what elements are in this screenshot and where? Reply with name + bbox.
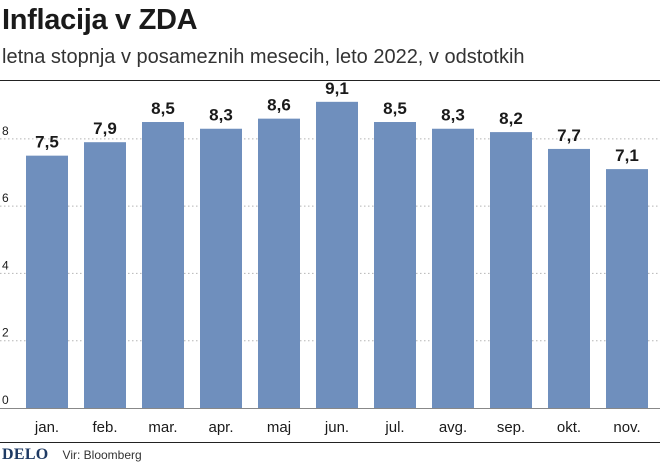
x-tick-label: sep.	[497, 419, 525, 436]
delo-logo: DELO	[2, 446, 49, 463]
footer-divider	[0, 442, 660, 443]
x-tick-label: nov.	[613, 419, 640, 436]
bar-value-label: 8,5	[151, 99, 175, 118]
bar	[490, 132, 532, 408]
bar	[258, 118, 300, 408]
bar	[606, 169, 648, 408]
bar	[548, 148, 590, 409]
y-tick-label: 8	[2, 124, 9, 138]
x-tick-label: maj	[267, 419, 291, 436]
x-tick-label: apr.	[208, 419, 233, 436]
bar-value-label: 7,9	[93, 119, 117, 138]
bar-value-label: 8,6	[267, 96, 291, 115]
bar	[84, 142, 126, 408]
x-tick-label: feb.	[92, 419, 117, 436]
bar-value-label: 7,7	[557, 126, 581, 145]
x-tick-label: avg.	[439, 419, 467, 436]
x-tick-label: okt.	[557, 419, 581, 436]
chart-subtitle: letna stopnja v posameznih mesecih, leto…	[2, 46, 525, 68]
bar-value-label: 9,1	[325, 79, 349, 98]
y-tick-label: 0	[2, 393, 9, 407]
bar-value-label: 8,2	[499, 109, 523, 128]
y-tick-label: 6	[2, 191, 9, 205]
bar-value-label: 8,5	[383, 99, 407, 118]
bar-value-label: 8,3	[441, 106, 465, 125]
x-tick-label: jan.	[34, 419, 59, 436]
bar	[374, 122, 416, 409]
bar-value-label: 8,3	[209, 106, 233, 125]
y-tick-label: 2	[2, 326, 9, 340]
bar-value-label: 7,5	[35, 133, 59, 152]
bar-value-label: 7,1	[615, 146, 639, 165]
footer: DELO Vir: Bloomberg	[2, 444, 142, 466]
bar	[432, 128, 474, 409]
bar	[316, 101, 358, 409]
bar	[142, 122, 184, 409]
x-tick-label: jun.	[324, 419, 349, 436]
source-note: Vir: Bloomberg	[62, 448, 142, 462]
header-divider	[0, 80, 660, 81]
bar	[26, 155, 68, 408]
x-tick-label: mar.	[148, 419, 177, 436]
chart-title: Inflacija v ZDA	[2, 4, 198, 36]
x-tick-label: jul.	[384, 419, 404, 436]
y-tick-label: 4	[2, 258, 9, 272]
bar	[200, 128, 242, 409]
